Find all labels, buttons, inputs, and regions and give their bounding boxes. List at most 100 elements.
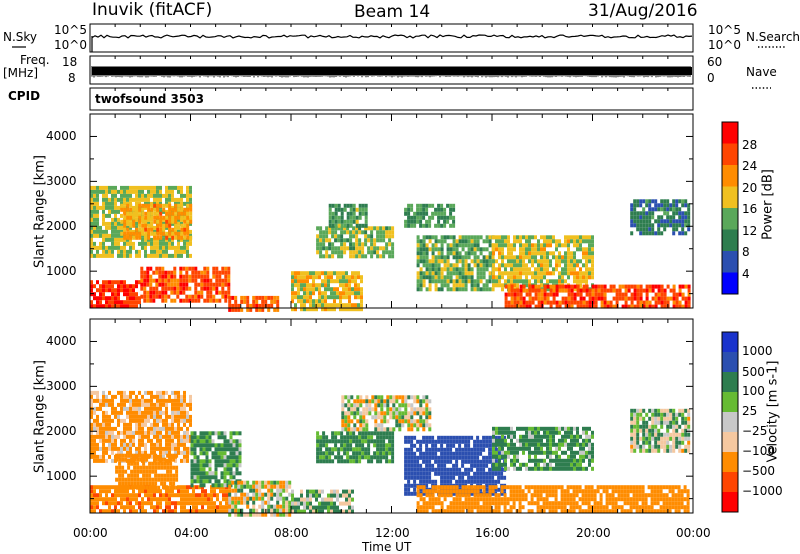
power-cell: [315, 287, 318, 292]
power-cell: [552, 255, 555, 260]
velocity-cell: [223, 435, 227, 440]
power-cell: [318, 271, 321, 276]
velocity-cell: [141, 434, 144, 439]
power-cell: [321, 307, 324, 312]
power-cell: [325, 254, 329, 259]
velocity-cell: [213, 501, 216, 506]
velocity-cell: [159, 430, 162, 435]
power-cell: [114, 288, 117, 293]
power-cell: [461, 243, 465, 248]
power-cell: [675, 227, 679, 232]
power-cell: [138, 207, 142, 212]
power-cell: [443, 259, 447, 264]
power-cell: [376, 250, 380, 255]
power-cell: [343, 223, 347, 228]
power-cell: [558, 239, 561, 244]
velocity-cell: [172, 457, 176, 462]
velocity-cell: [126, 505, 129, 510]
velocity-cell: [395, 419, 399, 424]
power-cell: [105, 237, 108, 242]
power-cell: [123, 288, 126, 293]
velocity-cell: [214, 451, 218, 456]
velocity-cell: [138, 430, 141, 435]
power-cell: [231, 307, 235, 312]
velocity-cell: [345, 497, 348, 502]
power-cell: [93, 241, 96, 246]
power-cell: [639, 284, 643, 289]
power-cell: [135, 253, 138, 258]
power-cell: [123, 245, 126, 250]
power-cell: [434, 247, 438, 252]
velocity-cell: [404, 415, 408, 420]
power-cell: [633, 203, 637, 208]
power-cell: [143, 290, 147, 295]
velocity-cell: [225, 493, 228, 498]
power-cell: [419, 271, 423, 276]
power-cell: [93, 225, 96, 230]
velocity-cell: [407, 439, 411, 444]
velocity-cell: [150, 430, 153, 435]
velocity-cell: [201, 493, 204, 498]
velocity-cell: [346, 451, 350, 456]
power-cell: [186, 237, 189, 242]
velocity-cell: [361, 435, 365, 440]
power-cell: [431, 263, 435, 268]
power-cell: [651, 207, 655, 212]
power-cell: [212, 294, 216, 299]
power-cell: [370, 234, 374, 239]
velocity-cell: [267, 480, 271, 485]
power-cell: [528, 267, 531, 272]
velocity-cell: [183, 414, 186, 419]
velocity-cell: [210, 497, 213, 502]
velocity-cell: [132, 414, 135, 419]
power-cell: [173, 266, 177, 271]
power-cell: [111, 229, 114, 234]
power-cell: [588, 275, 591, 280]
velocity-cell: [428, 475, 432, 480]
power-cell: [126, 235, 130, 240]
power-cell: [358, 230, 362, 235]
power-cell: [461, 279, 465, 284]
power-cell: [425, 271, 429, 276]
velocity-cell: [117, 390, 120, 395]
velocity-cell: [138, 414, 141, 419]
power-cell: [337, 215, 341, 220]
power-cell: [143, 286, 147, 291]
power-cell: [90, 233, 93, 238]
velocity-cell: [316, 435, 320, 440]
power-cell: [645, 292, 649, 297]
velocity-cell: [316, 459, 320, 464]
power-cell: [364, 230, 368, 235]
velocity-cell: [144, 446, 147, 451]
velocity-cell: [343, 451, 347, 456]
velocity-cell: [228, 512, 232, 517]
power-cell: [147, 215, 151, 220]
power-cell: [135, 193, 138, 198]
power-cell: [609, 284, 613, 289]
power-cell: [155, 294, 159, 299]
power-cell: [672, 300, 676, 305]
velocity-cell: [410, 451, 414, 456]
velocity-cell: [171, 509, 174, 514]
velocity-cell: [365, 423, 369, 428]
velocity-cell: [342, 509, 345, 514]
velocity-cell: [270, 496, 274, 501]
power-cell: [537, 296, 541, 301]
velocity-cell: [306, 497, 309, 502]
velocity-cell: [312, 489, 315, 494]
velocity-cell: [138, 493, 141, 498]
power-cell: [428, 271, 432, 276]
velocity-cell: [105, 501, 108, 506]
power-cell: [407, 219, 411, 224]
power-cell: [108, 221, 111, 226]
velocity-cell: [219, 501, 222, 506]
velocity-cell: [193, 463, 197, 468]
power-cell: [367, 250, 371, 255]
power-cell: [684, 231, 688, 236]
velocity-cell: [96, 458, 99, 463]
velocity-cell: [371, 415, 375, 420]
power-cell: [558, 284, 562, 289]
velocity-cell: [159, 442, 162, 447]
velocity-cell: [165, 406, 168, 411]
velocity-cell: [154, 481, 158, 486]
